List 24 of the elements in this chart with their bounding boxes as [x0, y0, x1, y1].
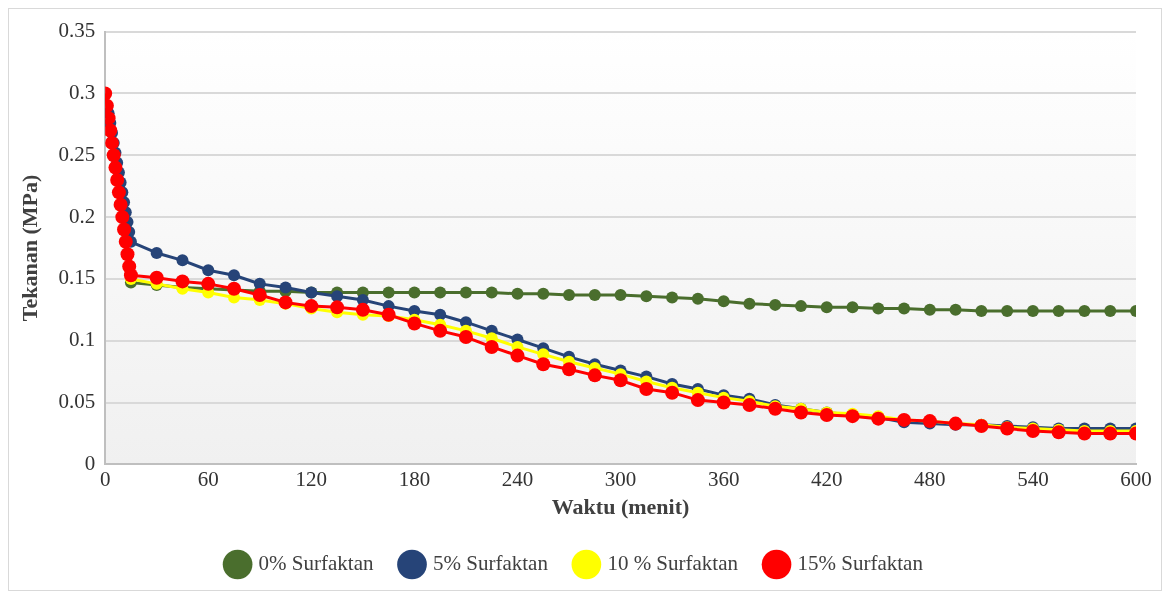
legend-label: 15% Surfaktan: [797, 551, 924, 576]
y-tick-label: 0: [84, 450, 96, 475]
x-tick-label: 240: [501, 466, 534, 491]
x-tick-label: 420: [810, 466, 843, 491]
y-tick-label: 0.35: [58, 18, 96, 43]
legend-label: 0% Surfaktan: [258, 551, 374, 576]
legend-label: 10 % Surfaktan: [607, 551, 739, 576]
y-tick-label: 0.05: [58, 389, 96, 414]
y-tick-label: 0.2: [68, 203, 96, 228]
y-tick-label: 0.25: [58, 141, 96, 166]
y-axis-title: Tekanan (MPa): [16, 174, 42, 322]
x-tick-label: 540: [1017, 466, 1049, 491]
x-tick-label: 60: [197, 466, 219, 491]
x-tick-label: 600: [1120, 466, 1152, 491]
x-tick-label: 180: [398, 466, 431, 491]
y-tick-label: 0.15: [58, 265, 96, 290]
y-tick-label: 0.3: [68, 79, 96, 104]
y-tick-label: 0.1: [68, 327, 96, 352]
x-tick-label: 120: [295, 466, 328, 491]
x-tick-label: 360: [707, 466, 740, 491]
x-tick-label: 480: [914, 466, 946, 491]
x-axis-title: Waktu (menit): [551, 494, 690, 520]
legend-label: 5% Surfaktan: [432, 551, 549, 576]
x-tick-label: 300: [604, 466, 637, 491]
